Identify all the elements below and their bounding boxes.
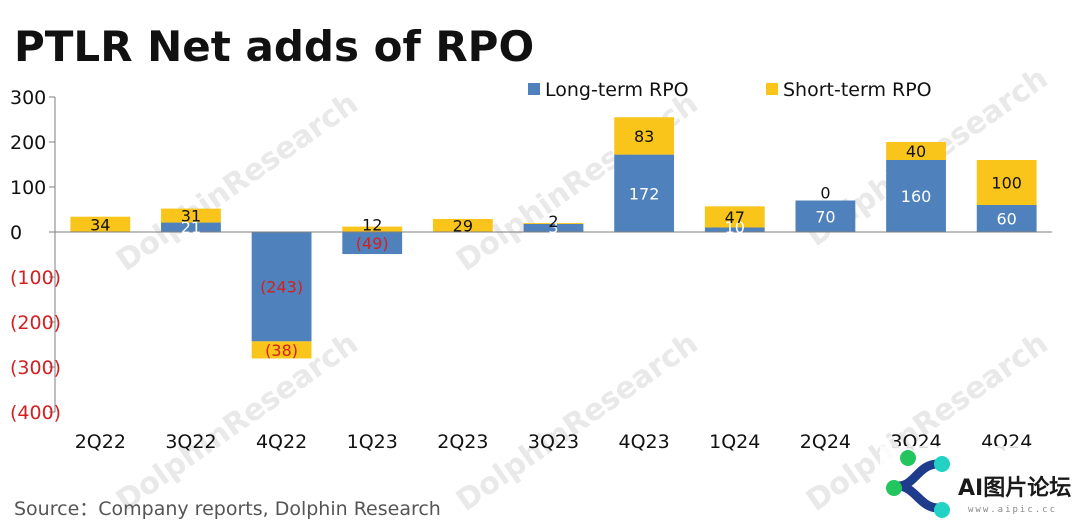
logo-url: www.aipic.cc	[968, 505, 1058, 515]
x-tick-label: 1Q24	[709, 431, 760, 453]
bar-short-term	[523, 223, 584, 224]
data-label-short-term: 0	[820, 184, 830, 203]
data-label-long-term: 160	[901, 187, 932, 206]
bar-long-term	[886, 160, 946, 232]
bar-short-term	[614, 117, 675, 155]
bar-short-term	[251, 341, 312, 359]
data-label-short-term: 2	[548, 212, 558, 231]
legend: Long-term RPO Short-term RPO	[528, 79, 932, 101]
page-title: PTLR Net adds of RPO	[14, 22, 535, 71]
data-label-long-term: 10	[725, 218, 745, 237]
x-tick-label: 2Q22	[75, 431, 126, 453]
network-nodes-icon	[880, 446, 1080, 527]
bar-short-term	[161, 208, 221, 223]
y-tick-label: (400)	[10, 402, 61, 424]
legend-short-term-swatch	[766, 83, 778, 95]
data-label-short-term: 34	[90, 215, 110, 234]
x-tick-label: 2Q23	[437, 431, 488, 453]
logo-text: AI图片论坛	[958, 476, 1072, 501]
bar-short-term	[704, 206, 765, 228]
bar-short-term	[886, 142, 946, 160]
bar-long-term	[795, 200, 856, 232]
y-tick-label: 300	[10, 87, 46, 109]
y-tick-label: 200	[10, 132, 46, 154]
data-label-long-term: (49)	[356, 234, 389, 253]
bar-long-term	[251, 232, 312, 342]
x-tick-label: 1Q23	[347, 431, 398, 453]
bar-long-term	[342, 232, 403, 255]
data-label-long-term: 60	[997, 210, 1017, 229]
legend-short-term-label: Short-term RPO	[783, 79, 932, 101]
data-label-long-term: (243)	[260, 278, 303, 297]
bar-long-term	[976, 205, 1037, 232]
x-tick-label: 3Q22	[165, 431, 216, 453]
data-label-long-term: 172	[629, 184, 660, 203]
y-tick-label: (100)	[10, 267, 61, 289]
data-label-short-term: 12	[362, 216, 382, 235]
x-tick-label: 4Q23	[619, 431, 670, 453]
bar-short-term	[432, 218, 493, 232]
x-tick-label: 4Q22	[256, 431, 307, 453]
data-label-long-term: 21	[181, 218, 201, 237]
data-label-short-term: 40	[906, 142, 926, 161]
data-label-short-term: 31	[181, 207, 201, 226]
x-tick-label: 3Q23	[528, 431, 579, 453]
bar-long-term	[614, 154, 675, 232]
y-tick-label: (200)	[10, 312, 61, 334]
data-label-short-term: 100	[991, 174, 1022, 193]
data-label-long-term: 70	[815, 207, 835, 226]
source-note: Source：Company reports, Dolphin Research	[14, 498, 441, 520]
data-label-short-term: 47	[725, 208, 745, 227]
y-tick-label: (300)	[10, 357, 61, 379]
bar-long-term	[523, 223, 584, 232]
legend-long-term-label: Long-term RPO	[545, 79, 689, 101]
legend-long-term-swatch	[528, 83, 540, 95]
bar-short-term	[342, 226, 403, 232]
bar-short-term	[976, 160, 1037, 205]
x-tick-label: 2Q24	[800, 431, 851, 453]
data-label-short-term: (38)	[265, 341, 298, 360]
data-label-short-term: 83	[634, 127, 654, 146]
data-label-short-term: 29	[453, 216, 473, 235]
bar-long-term	[161, 222, 221, 232]
y-tick-label: 0	[10, 222, 22, 244]
bar-short-term	[70, 216, 131, 232]
bar-long-term	[704, 227, 765, 232]
data-label-long-term: 3	[548, 218, 558, 237]
y-tick-label: 100	[10, 177, 46, 199]
bars-layer	[70, 117, 1037, 359]
